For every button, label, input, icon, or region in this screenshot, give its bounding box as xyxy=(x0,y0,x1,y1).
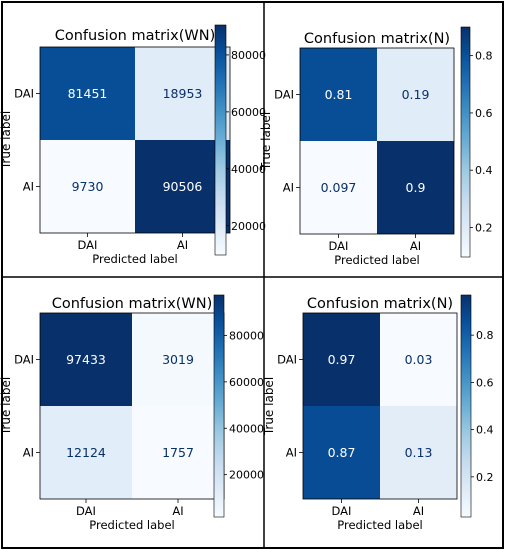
panel-1-cell-label-0-0: 81451 xyxy=(68,86,108,101)
panel-4-cell-label-0-0: 0.97 xyxy=(328,352,356,367)
panel-3-ytick-label-1: AI xyxy=(23,446,34,460)
confusion-matrix-panel-3: Confusion matrix(WN) 97433 3019 12124 1757 DA… xyxy=(0,294,264,532)
panel-3-cell-0-0 xyxy=(40,313,132,406)
panel-4-title: Confusion matrix(N) xyxy=(307,296,453,312)
panel-1-ylabel: True label xyxy=(0,111,13,170)
panel-1-colorbar-tick-label-3: 80000 xyxy=(231,49,266,62)
panel-4-colorbar-tick-label-3: 0.8 xyxy=(476,329,494,342)
panel-2-cell-label-1-0: 0.097 xyxy=(321,180,357,195)
panel-1-xlabel: Predicted label xyxy=(92,252,177,266)
panel-1-ytick-label-0: DAI xyxy=(14,87,34,101)
panel-3-cell-0-1 xyxy=(132,313,224,406)
panel-4-cell-0-0 xyxy=(303,313,380,406)
panel-3-colorbar-tick-label-1: 40000 xyxy=(229,422,264,435)
panel-2-ylabel: True label xyxy=(259,112,273,171)
panel-4-cell-1-0 xyxy=(303,406,380,499)
panel-2-heatmap-frame xyxy=(299,47,455,235)
panel-3-cell-1-1 xyxy=(132,406,224,499)
panel-4-ylabel: True label xyxy=(262,377,276,436)
panel-2-cell-label-0-1: 0.19 xyxy=(402,87,430,102)
panel-1-colorbar-tick-label-1: 40000 xyxy=(231,163,266,176)
panel-1-cell-0-0 xyxy=(40,47,135,140)
panel-1-heatmap-frame xyxy=(39,46,231,234)
panel-1-cell-label-0-1: 18953 xyxy=(163,86,203,101)
panel-1-xtick-label-1: AI xyxy=(177,238,188,252)
panel-2-colorbar-tick-label-3: 0.8 xyxy=(475,50,493,63)
panel-2-cell-1-0 xyxy=(300,141,377,234)
panel-1-ytick-label-1: AI xyxy=(23,180,34,194)
panel-4-cell-label-1-0: 0.87 xyxy=(328,445,356,460)
panel-3-ylabel: True label xyxy=(0,377,13,436)
panel-2-colorbar-tick-label-2: 0.6 xyxy=(475,107,493,120)
panel-3-colorbar-tick-label-2: 60000 xyxy=(229,376,264,389)
panel-4-colorbar xyxy=(460,294,472,518)
panel-3-colorbar-tick-label-3: 80000 xyxy=(229,329,264,342)
panel-4-ytick-label-0: DAI xyxy=(277,353,297,367)
panel-4-cell-label-0-1: 0.03 xyxy=(405,352,433,367)
panel-1-cell-1-0 xyxy=(40,140,135,233)
panel-3-xlabel: Predicted label xyxy=(89,518,174,532)
panel-2-cell-0-1 xyxy=(377,48,454,141)
panel-2-xtick-label-1: AI xyxy=(410,239,421,253)
panel-2-colorbar xyxy=(460,26,471,258)
panel-3-xtick-label-1: AI xyxy=(172,504,183,518)
panel-3-cell-1-0 xyxy=(40,406,132,499)
panel-2-cell-1-1 xyxy=(377,141,454,234)
panel-4-xtick-label-0: DAI xyxy=(332,504,352,518)
panel-4-cell-0-1 xyxy=(380,313,457,406)
panel-1-cell-1-1 xyxy=(135,140,230,233)
panel-2-cell-label-1-1: 0.9 xyxy=(406,180,426,195)
confusion-matrix-panel-1: Confusion matrix(WN) 81451 18953 9730 90506 D… xyxy=(0,24,266,266)
panel-4-cell-label-1-1: 0.13 xyxy=(405,445,433,460)
panel-4-cell-1-1 xyxy=(380,406,457,499)
panel-2-xtick-label-0: DAI xyxy=(329,239,349,253)
panel-3-ytick-label-0: DAI xyxy=(14,353,34,367)
panel-1-colorbar-tick-label-0: 20000 xyxy=(231,220,266,233)
panel-2-title: Confusion matrix(N) xyxy=(304,31,450,47)
panel-1-cell-label-1-1: 90506 xyxy=(163,179,203,194)
panel-3-colorbar xyxy=(213,294,225,518)
panel-3-cell-label-1-1: 1757 xyxy=(162,445,194,460)
panel-1-cell-label-1-0: 9730 xyxy=(72,179,104,194)
panel-4-colorbar-tick-label-0: 0.2 xyxy=(476,471,494,484)
confusion-matrix-panel-4: Confusion matrix(N) 0.97 0.03 0.87 0.13 DAI AI… xyxy=(262,294,494,532)
panel-3-cell-label-0-1: 3019 xyxy=(162,352,194,367)
panel-1-colorbar xyxy=(214,24,227,256)
panel-4-colorbar-tick-label-2: 0.6 xyxy=(476,376,494,389)
panel-3-cell-label-0-0: 97433 xyxy=(66,352,106,367)
panel-4-heatmap-frame xyxy=(302,312,458,500)
panel-4-ytick-label-1: AI xyxy=(286,446,297,460)
panel-3-colorbar-tick-label-0: 20000 xyxy=(229,469,264,482)
panel-3-title: Confusion matrix(WN) xyxy=(52,296,213,312)
panel-2-ytick-label-1: AI xyxy=(283,181,294,195)
panel-2-ytick-label-0: DAI xyxy=(274,88,294,102)
panel-2-colorbar-tick-label-0: 0.2 xyxy=(475,221,493,234)
panel-2-colorbar-tick-label-1: 0.4 xyxy=(475,164,493,177)
panel-2-xlabel: Predicted label xyxy=(334,253,419,267)
panel-1-cell-0-1 xyxy=(135,47,230,140)
panel-3-xtick-label-0: DAI xyxy=(76,504,96,518)
panel-3-cell-label-1-0: 12124 xyxy=(66,445,106,460)
panel-1-xtick-label-0: DAI xyxy=(78,238,98,252)
panel-4-xlabel: Predicted label xyxy=(337,518,422,532)
panel-2-cell-0-0 xyxy=(300,48,377,141)
panel-4-xtick-label-1: AI xyxy=(413,504,424,518)
panel-2-cell-label-0-0: 0.81 xyxy=(325,87,353,102)
panel-4-colorbar-tick-label-1: 0.4 xyxy=(476,424,494,437)
panel-1-colorbar-tick-label-2: 60000 xyxy=(231,106,266,119)
panel-1-title: Confusion matrix(WN) xyxy=(55,28,216,44)
confusion-matrix-panel-2: Confusion matrix(N) 0.81 0.19 0.097 0.9 DAI AI… xyxy=(259,26,493,267)
